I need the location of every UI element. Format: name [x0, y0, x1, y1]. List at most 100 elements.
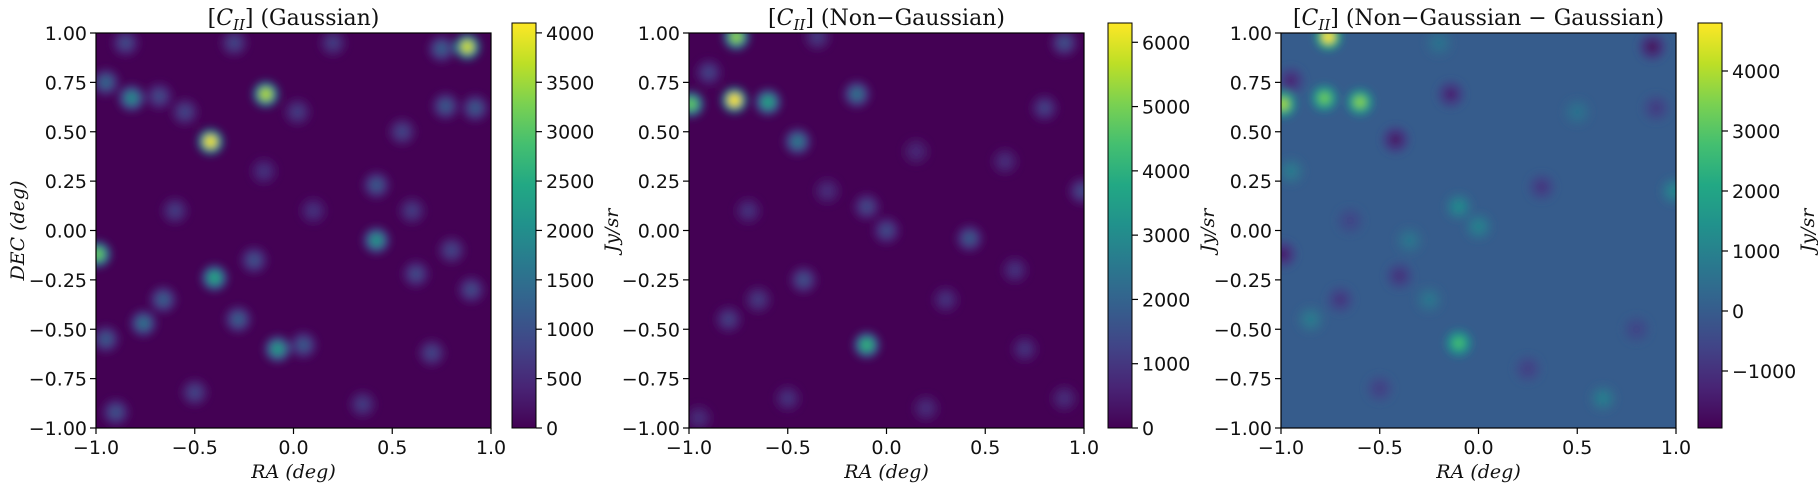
y-tick-label: 0.50	[638, 122, 680, 144]
source-peak	[461, 40, 474, 53]
source-peak	[1058, 392, 1071, 405]
source-peak	[291, 106, 304, 118]
source-peak	[153, 90, 166, 103]
x-axis-label: RA (deg)	[250, 461, 335, 483]
source-peak	[752, 293, 765, 306]
x-tick-label: 0.5	[970, 437, 1000, 459]
source-peak	[1393, 269, 1406, 282]
source-peak	[722, 313, 735, 326]
y-tick-label: 0.25	[638, 171, 680, 193]
source-peak	[178, 106, 191, 118]
source-peak	[1281, 98, 1289, 111]
y-tick-label: −0.75	[29, 369, 87, 391]
x-tick-label: 0.5	[377, 437, 407, 459]
x-tick-label: −1.0	[1258, 437, 1304, 459]
heatmap-area	[96, 33, 491, 428]
y-tick-label: 0.00	[45, 221, 87, 243]
y-tick-label: −0.50	[622, 319, 680, 341]
colorbar: 0 500 1000 1500 2000 2500 3000 3500 4000 Jy/sr	[511, 22, 623, 440]
source-peak	[1668, 185, 1676, 197]
source-peak	[370, 234, 383, 247]
source-peak	[465, 283, 478, 296]
x-tick-label: 1.0	[1661, 437, 1691, 459]
source-peak	[271, 343, 284, 355]
heatmap-area	[689, 33, 1084, 428]
colorbar-tick-label: 6000	[1142, 32, 1190, 54]
colorbar-gradient	[1107, 22, 1133, 429]
source-peak	[297, 339, 310, 352]
source-peak	[1058, 36, 1071, 49]
source-peak	[1452, 337, 1465, 350]
source-peak	[257, 165, 270, 178]
source-peak	[125, 92, 138, 105]
x-tick-label: −0.5	[1357, 437, 1403, 459]
y-tick-label: 0.00	[638, 221, 680, 243]
source-peak	[425, 346, 438, 359]
x-tick-label: −0.5	[765, 437, 811, 459]
colorbar-tick-label: −1000	[1732, 361, 1796, 383]
source-peak	[370, 179, 383, 192]
colorbar-tick-label: 1000	[546, 319, 594, 341]
source-peak	[1344, 214, 1357, 227]
source-peak	[259, 88, 272, 101]
y-tick-label: 0.25	[45, 171, 87, 193]
y-tick-label: 1.00	[45, 23, 87, 45]
source-peak	[1284, 74, 1297, 87]
source-peak	[791, 135, 804, 148]
source-peak	[188, 386, 201, 399]
source-peak	[1403, 234, 1416, 247]
colorbar-tick-label: 3000	[1142, 225, 1190, 247]
source-peak	[96, 248, 104, 261]
source-peak	[910, 145, 923, 158]
y-tick-label: 0.75	[1230, 72, 1272, 94]
source-peak	[920, 402, 932, 415]
source-peak	[1433, 36, 1445, 49]
colorbar-tick-label: 1000	[1732, 241, 1780, 263]
y-tick-label: −0.50	[1214, 319, 1272, 341]
panel-1: −1.0 −0.5 0.0 0.5 1.0 −1.00 −0.75 −0.50 −0.25 0.0…	[7, 6, 623, 483]
y-tick-label: 1.00	[638, 23, 680, 45]
source-peak	[1596, 392, 1609, 405]
source-peak	[860, 339, 873, 352]
source-peak	[157, 293, 170, 306]
source-peak	[1630, 323, 1643, 336]
x-tick-label: −1.0	[666, 437, 712, 459]
x-tick-label: 0.0	[278, 437, 308, 459]
source-peak	[228, 36, 241, 49]
source-peak	[1334, 293, 1347, 306]
source-peak	[821, 185, 834, 197]
source-peak	[1322, 33, 1335, 43]
source-peak	[860, 200, 873, 213]
x-tick-label: 0.0	[1463, 437, 1493, 459]
source-peak	[356, 398, 369, 411]
source-peak	[1018, 343, 1031, 355]
source-peak	[1423, 293, 1436, 306]
x-tick-label: 1.0	[1069, 437, 1099, 459]
source-peak	[762, 96, 774, 109]
source-peak	[728, 94, 741, 107]
source-peak	[1373, 382, 1386, 395]
y-tick-label: −0.75	[622, 369, 680, 391]
source-peak	[1444, 88, 1457, 101]
colorbar-tick-label: 1500	[546, 270, 594, 292]
colorbar: −1000 0 1000 2000 3000 4000 Jy/sr	[1697, 22, 1818, 429]
source-peak	[232, 313, 245, 326]
source-peak	[730, 33, 743, 43]
x-tick-label: 1.0	[476, 437, 506, 459]
y-tick-label: −1.00	[1214, 418, 1272, 440]
colorbar-tick-label: 0	[546, 418, 558, 440]
x-axis-label: RA (deg)	[1435, 461, 1520, 483]
y-tick-label: −1.00	[29, 418, 87, 440]
colorbar-tick-label: 4000	[546, 23, 594, 45]
panel-2: −1.0 −0.5 0.0 0.5 1.0 −1.00 −0.75 −0.50 −0.25 0.0…	[622, 6, 1219, 483]
source-peak	[1008, 264, 1021, 276]
panel-3: −1.0 −0.5 0.0 0.5 1.0 −1.00 −0.75 −0.50 −0.25 0.0…	[1214, 6, 1818, 483]
source-peak	[850, 88, 863, 101]
source-peak	[939, 293, 952, 306]
source-peak	[109, 406, 122, 419]
colorbar-gradient	[1697, 22, 1723, 429]
source-peak	[409, 267, 422, 280]
source-peak	[1354, 96, 1366, 109]
source-peak	[781, 392, 794, 405]
